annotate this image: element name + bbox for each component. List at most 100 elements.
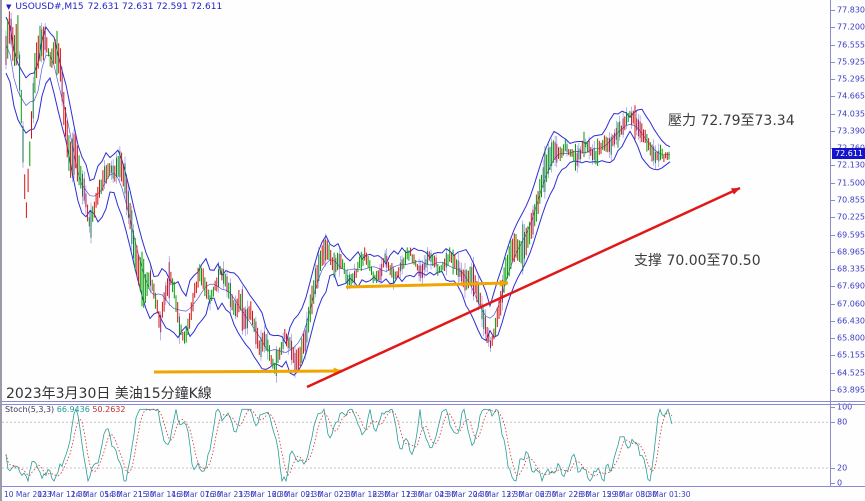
time-tick-label: 29 Mar 08:30 (607, 490, 658, 499)
price-tick-label: 74.035 (837, 109, 865, 119)
resistance-annotation: 壓力 72.79至73.34 (668, 113, 795, 129)
price-tick-label: 66.430 (837, 316, 865, 326)
time-tick-label: 20 Mar 09:30 (272, 490, 323, 499)
time-tick-label: 21 Mar 02:30 (305, 490, 356, 499)
stoch-tick-mark (831, 422, 835, 424)
price-tick-mark (831, 320, 835, 322)
price-tick-label: 77.200 (837, 22, 865, 32)
price-tick-label: 68.335 (837, 264, 865, 274)
time-tick-label: 17 Mar 16:30 (238, 490, 289, 499)
gold-support-arrow-upper[interactable] (345, 281, 509, 289)
price-tick-mark (831, 355, 835, 357)
price-tick-label: 65.800 (837, 333, 865, 343)
stoch-name: Stoch(5,3,3) (5, 405, 55, 414)
axis-border-line (830, 0, 831, 487)
stoch-tick-mark (831, 483, 835, 485)
stochastic-pane-canvas[interactable] (2, 405, 830, 486)
price-tick-mark (831, 113, 835, 115)
price-tick-mark (831, 182, 835, 184)
stoch-axis-label: 80 (837, 417, 848, 427)
price-tick-mark (831, 269, 835, 271)
stoch-signal-value: 50.2632 (92, 405, 126, 414)
time-tick-label: 24 Mar 13:30 (473, 490, 524, 499)
price-tick-mark (831, 61, 835, 63)
price-tick-label: 70.225 (837, 212, 865, 222)
red-trendline-arrow[interactable] (306, 186, 741, 389)
time-tick-label: 14 Mar 21:30 (104, 490, 155, 499)
stoch-lines (5, 408, 673, 483)
price-tick-mark (831, 130, 835, 132)
price-tick-mark (831, 251, 835, 253)
price-tick-mark (831, 372, 835, 374)
price-tick-mark (831, 165, 835, 167)
price-tick-mark (831, 27, 835, 29)
chart-header: ▼ USOUSD#,M15 72.631 72.631 72.591 72.61… (6, 2, 222, 12)
time-tick-label: 15 Mar 14:30 (138, 490, 189, 499)
time-tick-label: 13 Mar 12:30 (37, 490, 88, 499)
time-tick-label: 16 Mar 23:30 (205, 490, 256, 499)
pane-separator-top[interactable] (2, 401, 865, 402)
time-tick-label: 30 Mar 01:30 (640, 490, 691, 499)
price-tick-mark (831, 44, 835, 46)
bollinger-bands (5, 16, 671, 376)
price-tick-label: 68.965 (837, 247, 865, 257)
current-price-tag: 72.611 (832, 148, 865, 159)
ohlc-quotes: 72.631 72.631 72.591 72.611 (87, 2, 223, 12)
stoch-pane-border-top (2, 404, 865, 405)
price-tick-label: 69.595 (837, 230, 865, 239)
gold-support-arrow-upper-head (499, 279, 508, 287)
time-scale[interactable]: 10 Mar 2023 13 Mar 12:30 14 Mar 05:30 14 Ma… (2, 487, 865, 501)
price-tick-label: 67.060 (837, 299, 865, 309)
candlesticks (5, 11, 670, 383)
chart-caption: 2023年3月30日 美油15分鐘K線 (6, 386, 212, 402)
stoch-axis-label: 100 (837, 402, 853, 412)
price-tick-mark (831, 234, 835, 236)
drawn-objects[interactable] (153, 186, 741, 389)
price-tick-label: 65.155 (837, 350, 865, 360)
time-tick-label: 23 Mar 20:30 (439, 490, 490, 499)
price-tick-mark (831, 338, 835, 340)
price-tick-mark (831, 217, 835, 219)
price-tick-mark (831, 10, 835, 11)
stoch-tick-mark (831, 407, 835, 408)
price-scale[interactable]: 77.830 77.200 76.555 75.925 75.295 74.665 74.0… (831, 0, 865, 401)
symbol-timeframe-label: USOUSD#,M15 (15, 2, 84, 12)
red-trendline-arrow-head (731, 188, 740, 195)
price-tick-label: 71.500 (837, 178, 865, 188)
time-tick-label: 14 Mar 05:30 (71, 490, 122, 499)
time-tick-label: 10 Mar 2023 (4, 490, 52, 499)
stoch-axis-label: 20 (837, 463, 848, 473)
time-tick-label: 21 Mar 18:30 (339, 490, 390, 499)
price-tick-label: 75.295 (837, 74, 865, 84)
price-tick-mark (831, 389, 835, 391)
time-tick-label: 23 Mar 04:30 (406, 490, 457, 499)
stoch-level-lines (2, 421, 830, 469)
time-tick-label: 27 Mar 22:30 (540, 490, 591, 499)
price-tick-label: 72.130 (837, 160, 865, 170)
price-tick-label: 70.855 (837, 195, 865, 205)
price-tick-label: 67.690 (837, 281, 865, 291)
dropdown-triangle-icon[interactable]: ▼ (6, 3, 12, 11)
price-tick-mark (831, 199, 835, 201)
stoch-axis-label: 0 (837, 478, 843, 488)
price-tick-label: 64.525 (837, 368, 865, 378)
time-tick-label: 28 Mar 15:30 (573, 490, 624, 499)
stoch-main-value: 66.9436 (56, 405, 90, 414)
price-tick-mark (831, 286, 835, 288)
gold-support-arrow-lower[interactable] (153, 369, 343, 374)
price-tick-mark (831, 303, 835, 305)
time-tick-label: 27 Mar 06:30 (506, 490, 557, 499)
time-tick-label: 22 Mar 11:30 (372, 490, 423, 499)
price-tick-mark (831, 96, 835, 98)
price-tick-mark (831, 79, 835, 81)
stoch-tick-mark (831, 468, 835, 470)
price-tick-label: 76.555 (837, 40, 865, 50)
stoch-pane-border-bottom (2, 486, 865, 487)
support-annotation: 支撑 70.00至70.50 (634, 253, 761, 269)
time-tick-label: 16 Mar 07:30 (171, 490, 222, 499)
price-tick-label: 74.665 (837, 91, 865, 101)
price-tick-label: 73.390 (837, 126, 865, 136)
main-chart-canvas[interactable] (2, 0, 830, 401)
price-tick-label: 75.925 (837, 57, 865, 67)
